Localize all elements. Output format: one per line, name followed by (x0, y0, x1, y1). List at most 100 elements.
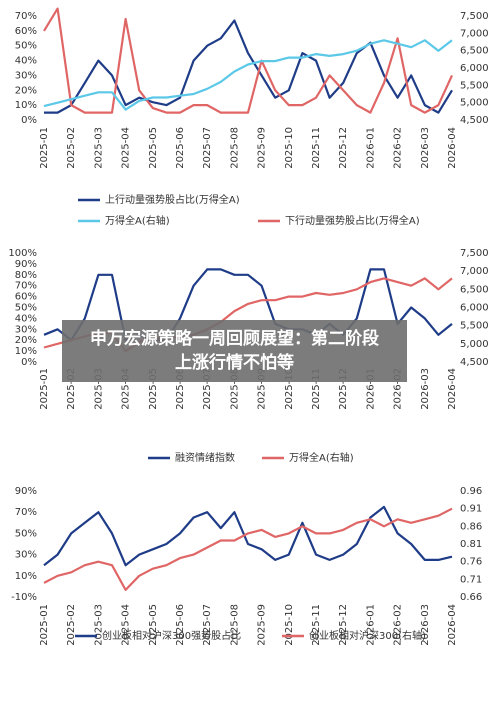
legend-label: 创业板相对沪深300(右轴) (309, 629, 426, 642)
x-tick-label: 2026-04 (447, 127, 458, 169)
x-tick-label: 2025-02 (66, 127, 77, 169)
y-tick-label: 50% (15, 528, 37, 539)
x-tick-label: 2026-01 (365, 368, 376, 410)
y2-tick-label: 6,500 (460, 46, 489, 57)
x-tick-label: 2025-01 (39, 127, 50, 169)
legend-label: 万得全A(右轴) (105, 214, 170, 227)
x-tick-label: 2025-10 (284, 604, 295, 646)
x-tick-label: 2025-01 (39, 604, 50, 646)
y-tick-label: 50% (15, 303, 37, 314)
series-line (43, 39, 453, 111)
x-tick-label: 2025-11 (311, 127, 322, 169)
y2-tick-label: 6,500 (460, 284, 489, 295)
x-tick-label: 2026-01 (365, 127, 376, 169)
legend-label: 创业板相对沪深300强势股占比 (102, 629, 241, 642)
y2-tick-label: 5,500 (460, 80, 489, 91)
y2-tick-label: 7,000 (460, 266, 489, 277)
y-tick-label: 10% (15, 346, 37, 357)
legend-label: 融资情绪指数 (175, 451, 235, 464)
x-tick-label: 2026-03 (420, 127, 431, 169)
x-tick-label: 2026-03 (420, 368, 431, 410)
x-tick-label: 2026-04 (447, 604, 458, 646)
x-tick-label: 2025-08 (229, 127, 240, 169)
x-tick-label: 2025-12 (338, 604, 349, 646)
y-tick-label: 30% (15, 70, 37, 81)
y2-tick-label: 0.96 (460, 486, 482, 497)
y-tick-label: 30% (15, 550, 37, 561)
y2-tick-label: 5,000 (460, 98, 489, 109)
series-line (43, 7, 454, 114)
y2-tick-label: 7,500 (460, 11, 489, 22)
x-tick-label: 2025-09 (257, 368, 268, 410)
y-tick-label: 10% (15, 100, 37, 111)
x-tick-label: 2026-03 (420, 604, 431, 646)
y-tick-label: 40% (15, 313, 37, 324)
y2-tick-label: 0.86 (460, 521, 482, 532)
x-tick-label: 2026-02 (393, 127, 404, 169)
series-line (43, 505, 453, 567)
x-tick-label: 2025-08 (229, 368, 240, 410)
y-tick-label: 60% (15, 26, 37, 37)
x-tick-label: 2025-11 (311, 368, 322, 410)
y-tick-label: 70% (15, 507, 37, 518)
y2-tick-label: 6,000 (460, 63, 489, 74)
x-tick-label: 2025-03 (93, 127, 104, 169)
y2-tick-label: 0.66 (460, 592, 482, 603)
y2-tick-label: 7,500 (460, 248, 489, 259)
x-tick-label: 2025-03 (93, 368, 104, 410)
x-tick-label: 2025-06 (175, 368, 186, 410)
x-tick-label: 2025-06 (175, 127, 186, 169)
legend-label: 下行动量强势股占比(万得全A) (285, 214, 420, 227)
banner-text: 申万宏源策略一周回顾展望：第二阶段上涨行情不怕等 (90, 329, 379, 373)
x-tick-label: 2025-04 (121, 604, 132, 646)
legend-label: 万得全A(右轴) (289, 451, 354, 464)
y-tick-label: 30% (15, 324, 37, 335)
x-tick-label: 2025-02 (66, 368, 77, 410)
x-tick-label: 2025-05 (148, 127, 159, 169)
x-tick-label: 2025-03 (93, 604, 104, 646)
x-tick-label: 2025-05 (148, 604, 159, 646)
x-tick-label: 2026-02 (393, 604, 404, 646)
x-tick-label: 2025-05 (148, 368, 159, 410)
y2-tick-label: 4,500 (460, 115, 489, 126)
series-line (43, 268, 453, 342)
y2-tick-label: 0.91 (460, 504, 482, 515)
y-tick-label: 80% (15, 270, 37, 281)
x-tick-label: 2025-12 (338, 127, 349, 169)
y-tick-label: -10% (11, 592, 37, 603)
y2-tick-label: 4,500 (460, 357, 489, 368)
y2-tick-label: 0.81 (460, 539, 482, 550)
banner: 申万宏源策略一周回顾展望：第二阶段上涨行情不怕等 (62, 320, 407, 382)
x-tick-label: 2025-12 (338, 368, 349, 410)
y2-tick-label: 5,000 (460, 339, 489, 350)
y2-tick-label: 0.76 (460, 557, 482, 568)
x-tick-label: 2025-09 (257, 127, 268, 169)
x-tick-label: 2025-01 (39, 368, 50, 410)
y-tick-label: 100% (8, 248, 37, 259)
x-tick-label: 2025-08 (229, 604, 240, 646)
y-tick-label: 60% (15, 292, 37, 303)
y-tick-label: 90% (15, 259, 37, 270)
y-tick-label: 0% (21, 357, 37, 368)
y-tick-label: 90% (15, 486, 37, 497)
series-line (43, 507, 453, 591)
y-tick-label: 40% (15, 56, 37, 67)
x-tick-label: 2025-10 (284, 127, 295, 169)
y-tick-label: 50% (15, 41, 37, 52)
y-tick-label: 20% (15, 85, 37, 96)
x-tick-label: 2025-04 (121, 127, 132, 169)
y2-tick-label: 0.71 (460, 574, 482, 585)
y-tick-label: 70% (15, 11, 37, 22)
y2-tick-label: 6,000 (460, 303, 489, 314)
y2-tick-label: 5,500 (460, 321, 489, 332)
x-tick-label: 2025-07 (202, 368, 213, 410)
x-tick-label: 2025-10 (284, 368, 295, 410)
y-tick-label: 0% (21, 115, 37, 126)
x-tick-label: 2025-04 (121, 368, 132, 410)
series-line (44, 19, 453, 114)
x-tick-label: 2025-02 (66, 604, 77, 646)
y-tick-label: 70% (15, 281, 37, 292)
y-tick-label: 10% (15, 571, 37, 582)
